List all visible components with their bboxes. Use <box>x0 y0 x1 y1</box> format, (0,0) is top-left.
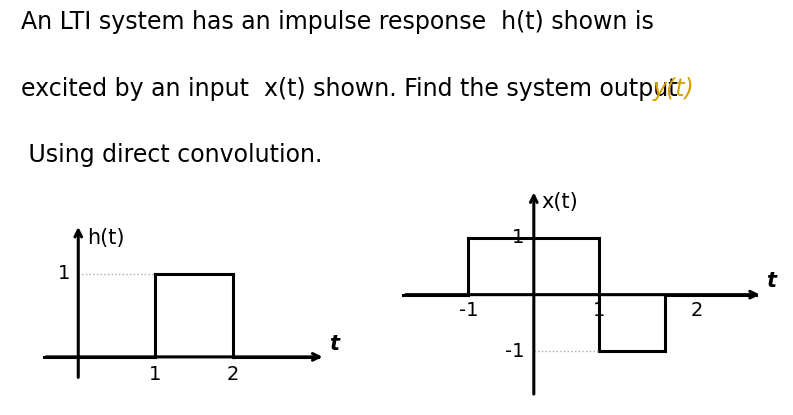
Text: 1: 1 <box>511 228 524 247</box>
Text: h(t): h(t) <box>87 228 125 248</box>
Text: 1: 1 <box>58 264 71 283</box>
Text: Using direct convolution.: Using direct convolution. <box>21 143 323 167</box>
Text: 2: 2 <box>227 365 239 384</box>
Text: x(t): x(t) <box>542 193 578 212</box>
Text: 1: 1 <box>149 365 162 384</box>
Text: t: t <box>329 334 339 354</box>
Text: excited by an input  x(t) shown. Find the system output: excited by an input x(t) shown. Find the… <box>21 77 685 101</box>
Text: 1: 1 <box>593 301 605 320</box>
Text: An LTI system has an impulse response  h(t) shown is: An LTI system has an impulse response h(… <box>21 10 654 34</box>
Text: y(t): y(t) <box>653 77 695 101</box>
Text: t: t <box>766 271 776 291</box>
Text: 2: 2 <box>691 301 703 320</box>
Text: -1: -1 <box>504 342 524 361</box>
Text: -1: -1 <box>458 301 478 320</box>
